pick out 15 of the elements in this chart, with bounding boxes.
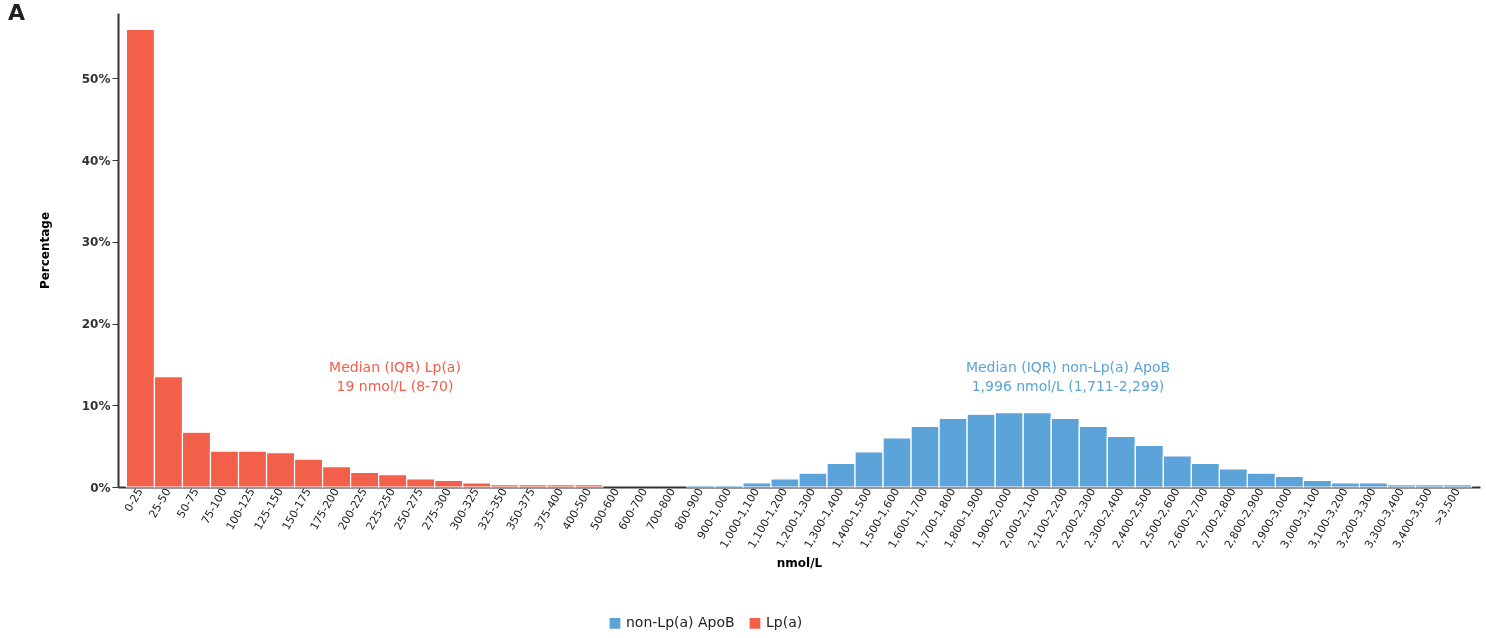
- legend-label: non-Lp(a) ApoB: [626, 614, 735, 631]
- annotation: Median (IQR) non-Lp(a) ApoB: [965, 359, 1171, 375]
- chart-title: A: [8, 0, 26, 25]
- y-tick-label: 40%: [81, 153, 111, 168]
- x-axis-title: nmol/L: [776, 555, 823, 570]
- y-tick-label: 20%: [81, 317, 111, 332]
- annotation: Median (IQR) Lp(a): [329, 359, 461, 375]
- y-tick-label: 30%: [81, 235, 111, 250]
- annotation: 1,996 nmol/L (1,711-2,299): [971, 378, 1165, 394]
- y-axis-title: Percentage: [37, 211, 52, 290]
- y-tick-label: 50%: [81, 71, 111, 86]
- y-tick-label: 10%: [81, 398, 111, 413]
- annotation: 19 nmol/L (8-70): [336, 378, 454, 394]
- y-tick-label: 0%: [90, 480, 111, 495]
- legend-label: Lp(a): [766, 614, 803, 631]
